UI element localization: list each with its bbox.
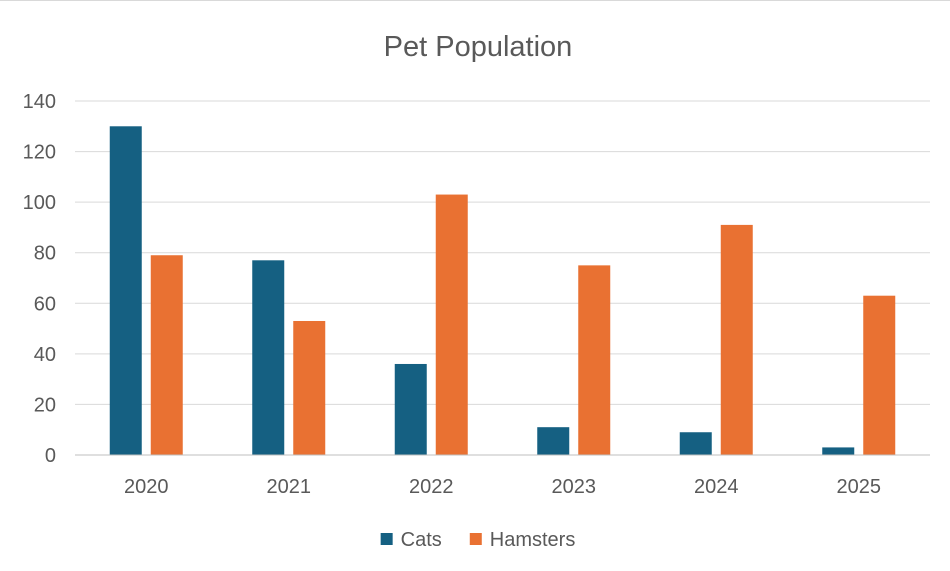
bar-hamsters-2025 [863, 295, 896, 455]
y-tick-label: 100 [23, 192, 56, 214]
bar-cats-2021 [252, 260, 285, 455]
bar-hamsters-2020 [150, 255, 183, 455]
bar-hamsters-2022 [435, 194, 468, 456]
bar-cats-2025 [822, 447, 855, 455]
x-axis-ticks: 2020 2021 2022 2023 2024 2025 [124, 476, 881, 498]
bars [109, 126, 896, 456]
legend: Cats Hamsters [380, 529, 576, 551]
gridlines [75, 100, 930, 405]
legend-swatch [469, 533, 482, 545]
bar-hamsters-2023 [578, 265, 611, 455]
y-tick-label: 60 [34, 293, 56, 315]
y-axis-ticks: 0 20 40 60 80 100 120 140 [23, 91, 56, 467]
x-tick-label: 2023 [552, 476, 597, 498]
bar-hamsters-2024 [720, 224, 753, 455]
chart-title: Pet Population [384, 31, 573, 63]
y-tick-label: 40 [34, 344, 56, 366]
bar-cats-2023 [537, 427, 570, 455]
x-tick-label: 2021 [267, 476, 312, 498]
y-tick-label: 20 [34, 394, 56, 416]
y-tick-label: 140 [23, 91, 56, 113]
legend-label: Hamsters [490, 529, 576, 551]
bar-cats-2022 [394, 363, 427, 455]
x-tick-label: 2024 [694, 476, 739, 498]
x-tick-label: 2025 [837, 476, 882, 498]
bar-hamsters-2021 [293, 320, 326, 455]
legend-item-cats: Cats [380, 529, 442, 551]
bar-cats-2020 [109, 126, 142, 456]
y-tick-label: 0 [45, 445, 56, 467]
bar-cats-2024 [679, 432, 712, 455]
y-tick-label: 120 [23, 142, 56, 164]
x-tick-label: 2022 [409, 476, 454, 498]
legend-label: Cats [401, 529, 442, 551]
y-tick-label: 80 [34, 243, 56, 265]
legend-swatch [380, 533, 393, 545]
x-tick-label: 2020 [124, 476, 169, 498]
legend-item-hamsters: Hamsters [469, 529, 576, 551]
